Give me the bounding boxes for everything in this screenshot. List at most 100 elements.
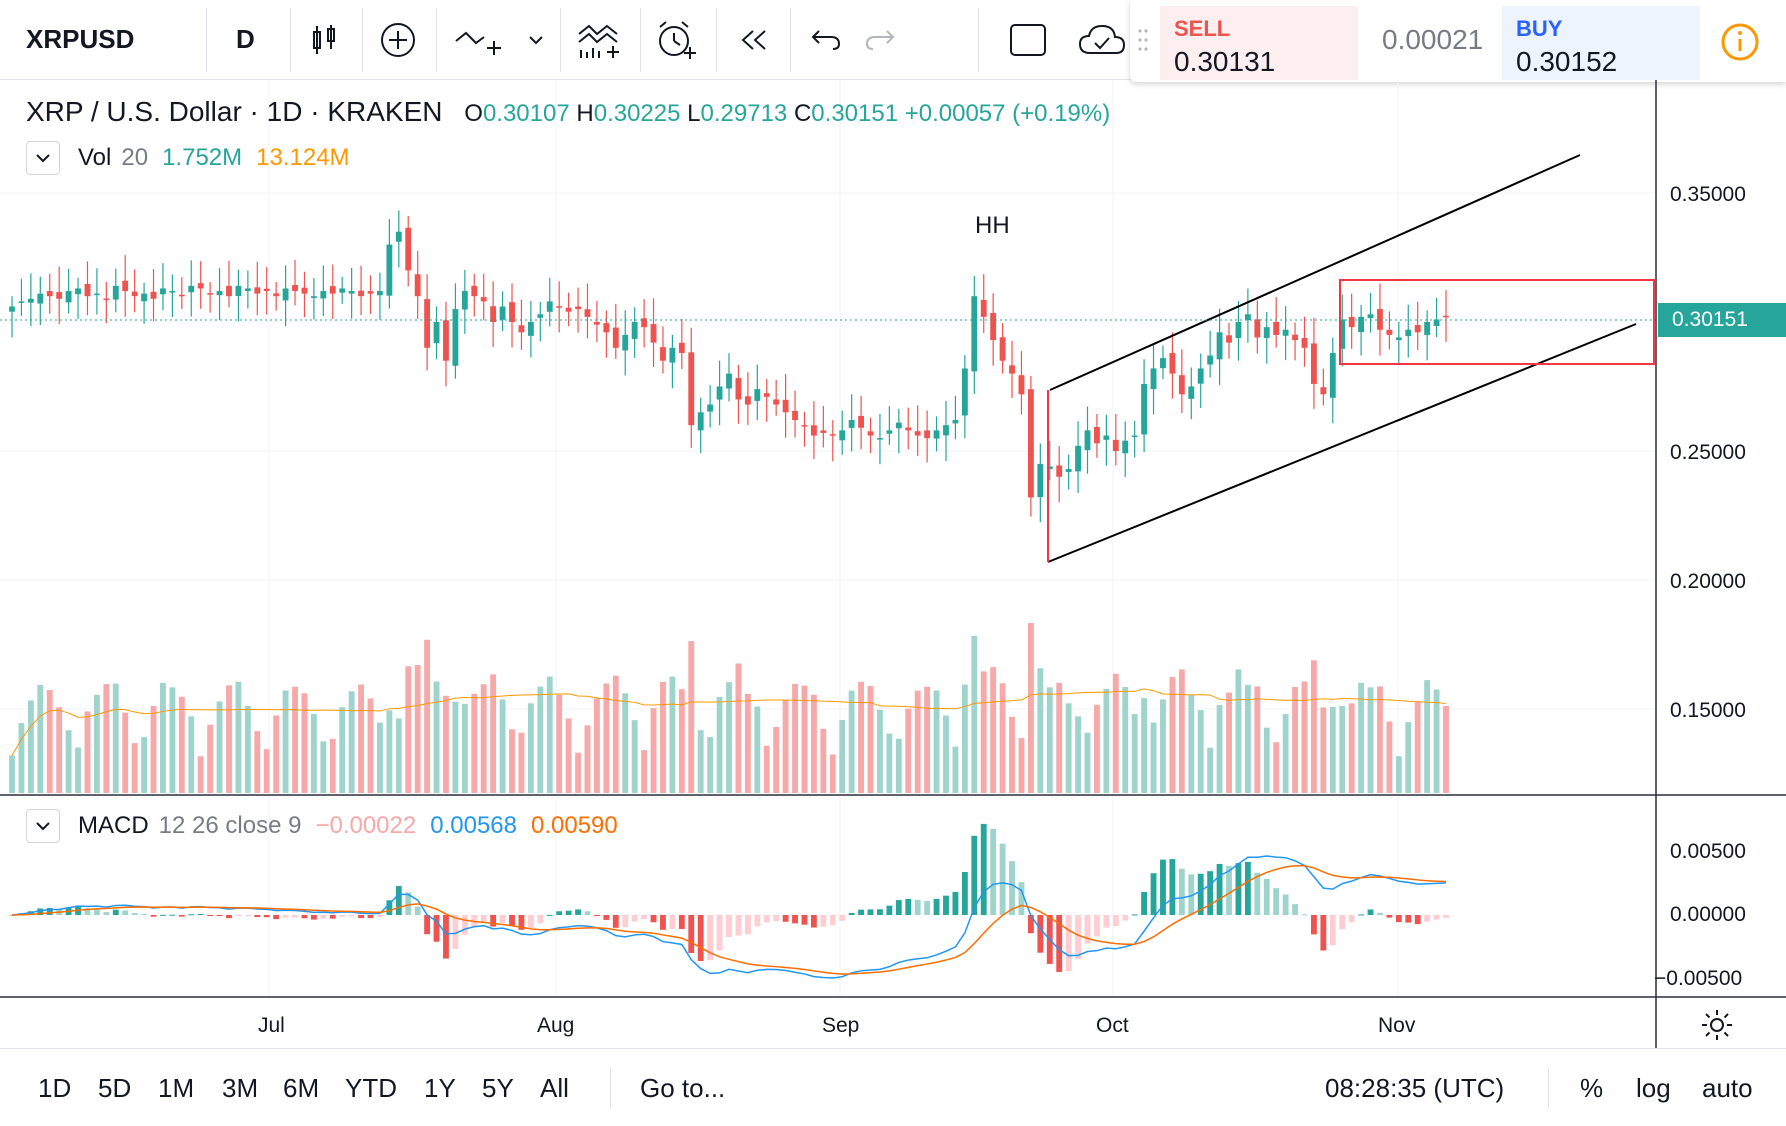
macd-histogram-bar [1254, 872, 1261, 915]
volume-bar [27, 700, 34, 793]
macd-histogram-bar [310, 915, 317, 920]
volume-bar [1386, 721, 1393, 793]
volume-bar [688, 641, 695, 793]
buy-label: BUY [1516, 16, 1563, 41]
add-indicator-icon[interactable] [374, 16, 422, 64]
cloud-save-icon[interactable] [1076, 16, 1132, 64]
spread-value: 0.00021 [1382, 24, 1484, 55]
alert-clock-icon[interactable] [650, 16, 702, 64]
macd-histogram-bar [348, 915, 355, 917]
macd-histogram-bar [1216, 863, 1223, 915]
macd-histogram-bar [93, 909, 100, 915]
macd-histogram-bar [1169, 859, 1176, 915]
utc-clock[interactable]: 08:28:35 (UTC) [1325, 1073, 1505, 1103]
drag-handle-icon[interactable] [1138, 28, 1148, 52]
macd-histogram-bar [518, 915, 525, 930]
macd-histogram-bar [150, 915, 157, 917]
time-axis-label: Jul [258, 1014, 285, 1037]
candle-body [1395, 337, 1402, 341]
symbol-search-button[interactable]: XRPUSD [26, 24, 135, 54]
volume-collapse-button[interactable] [26, 141, 60, 175]
volume-bar [650, 708, 657, 793]
replay-icon[interactable] [730, 16, 778, 64]
candles-icon[interactable] [300, 16, 348, 64]
buy-button[interactable]: BUY 0.30152 [1502, 6, 1700, 80]
symbol-legend: XRP / U.S. Dollar · 1D · KRAKEN O0.30107… [26, 96, 1110, 128]
macd-histogram-bar [1141, 891, 1148, 915]
candle-body [707, 404, 714, 412]
legend-title: XRP / U.S. Dollar · 1D · KRAKEN [26, 96, 443, 127]
macd-histogram-bar [773, 915, 780, 922]
range-3m-button[interactable]: 3M [222, 1073, 259, 1103]
fullscreen-icon[interactable] [1004, 16, 1052, 64]
range-ytd-button[interactable]: YTD [345, 1073, 397, 1103]
volume-bar [905, 708, 912, 793]
candle-body [169, 291, 176, 293]
candle-body [773, 399, 780, 405]
indicators-icon[interactable] [572, 16, 626, 64]
volume-bar [310, 713, 317, 793]
auto-scale-button[interactable]: auto [1702, 1073, 1753, 1103]
volume-bar [820, 728, 827, 793]
price-axis-label: 0.20000 [1670, 570, 1746, 593]
candle-body [1056, 465, 1063, 477]
candle-body [990, 312, 997, 341]
range-1d-button[interactable]: 1D [38, 1073, 72, 1103]
info-icon[interactable] [1720, 22, 1760, 62]
macd-histogram-bar [509, 915, 515, 926]
candle-body [943, 425, 949, 436]
candle-body [1037, 463, 1044, 498]
candle-body [1018, 375, 1025, 395]
candle-body [886, 430, 893, 434]
sell-button[interactable]: SELL 0.30131 [1160, 6, 1358, 80]
candle-body [575, 306, 581, 310]
macd-histogram-bar [1103, 915, 1110, 928]
macd-histogram-bar [1075, 915, 1081, 960]
chevron-down-icon[interactable] [520, 16, 552, 64]
candle-body [971, 296, 978, 372]
compare-icon[interactable] [452, 16, 506, 64]
candle-body [1443, 315, 1449, 318]
toolbar-divider [290, 8, 291, 72]
macd-histogram-bar [207, 915, 214, 916]
candle-body [254, 287, 261, 294]
percent-scale-button[interactable]: % [1580, 1073, 1604, 1103]
undo-icon[interactable] [804, 16, 848, 64]
redo-icon[interactable] [858, 16, 902, 64]
bottom-divider [1548, 1067, 1549, 1109]
range-5y-button[interactable]: 5Y [482, 1073, 514, 1103]
macd-histogram-bar [952, 891, 959, 915]
macd-histogram-bar [999, 843, 1006, 915]
macd-histogram-bar [1150, 873, 1157, 915]
range-all-button[interactable]: All [540, 1073, 569, 1103]
log-scale-button[interactable]: log [1636, 1073, 1671, 1103]
candle-body [292, 285, 298, 292]
volume-bar [546, 676, 553, 793]
price-chart[interactable] [0, 80, 1786, 1048]
candle-body [688, 352, 695, 426]
volume-bar [1273, 742, 1280, 793]
volume-bar [1263, 727, 1270, 793]
macd-histogram-bar [886, 905, 893, 915]
volume-bar [697, 730, 704, 793]
range-5d-button[interactable]: 5D [98, 1073, 132, 1103]
goto-date-button[interactable]: Go to... [640, 1073, 726, 1103]
macd-histogram-bar [697, 915, 704, 961]
settings-gear-icon[interactable] [1700, 1008, 1734, 1042]
interval-button[interactable]: D [236, 24, 255, 54]
volume-bar [990, 667, 997, 793]
volume-value: 1.752M [162, 144, 243, 171]
volume-bar [782, 699, 789, 793]
candle-body [867, 431, 874, 436]
volume-bar [1348, 703, 1355, 793]
volume-bar [1395, 756, 1402, 793]
last-price-badge: 0.30151 [1658, 303, 1786, 337]
macd-histogram-bar [612, 915, 619, 928]
macd-histogram-bar [395, 886, 402, 915]
macd-collapse-button[interactable] [26, 809, 60, 843]
range-6m-button[interactable]: 6M [283, 1073, 320, 1103]
range-1m-button[interactable]: 1M [158, 1073, 195, 1103]
volume-bar [754, 706, 761, 793]
range-1y-button[interactable]: 1Y [424, 1073, 456, 1103]
chart-area[interactable]: 0.35000 0.25000 0.20000 0.15000 0.30151 … [0, 80, 1786, 1048]
